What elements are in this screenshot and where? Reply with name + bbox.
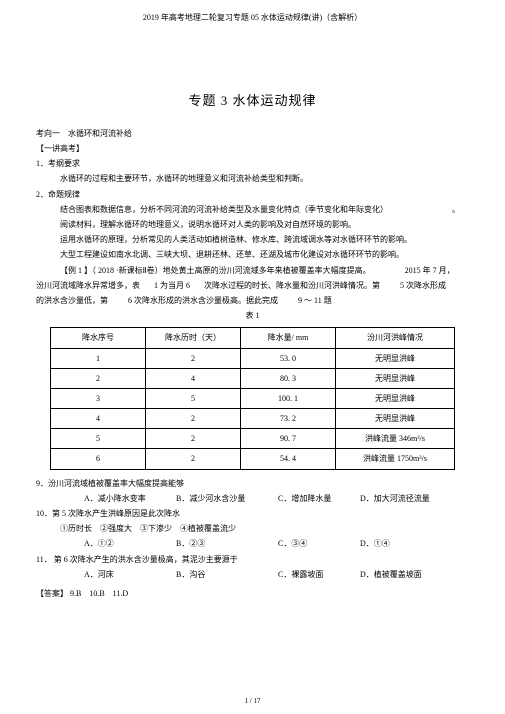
q11: 11． 第 6 次降水产生的洪水含沙量极高，其泥沙主要源于 — [36, 552, 469, 567]
section-yijiang: 【一讲高考】 — [36, 141, 469, 156]
example-1-l3: 的洪水含沙量低，第 6 次降水形成的洪水含沙量极高。据此完成 9 ～ 11 题 — [36, 293, 469, 308]
main-title: 专题 3 水体运动规律 — [36, 89, 469, 114]
th-seq: 降水序号 — [51, 328, 146, 348]
answer: 【答案】 9.B 10.B 11.D — [36, 586, 469, 601]
page: 2019 年高考地理二轮复习专题 05 水体运动规律(讲)（含解析） 专题 3 … — [0, 0, 505, 714]
q11-options: A．河床 B．沟谷 C．裸露坡面 D．植被覆盖坡面 — [36, 567, 469, 582]
example-1-l2b: 1 为当月 6 — [154, 281, 190, 290]
example-1-date: 2015 年 7 月， — [405, 266, 455, 275]
example-1-l1: 【例 1 】（ 2018 ·新课标Ⅱ卷）地处黄土高原的汾川河流域多年来植被覆盖率… — [36, 263, 469, 278]
q11-c: C．裸露坡面 — [254, 567, 334, 582]
q10-c: C．③④ — [254, 536, 334, 551]
mingti-1: 结合图表和数据信息，分析不同河流的河流补给类型及水量变化特点（季节变化和年际变化… — [36, 202, 469, 217]
mingti-1-text: 结合图表和数据信息，分析不同河流的河流补给类型及水量变化特点（季节变化和年际变化… — [60, 205, 388, 214]
mingti-4: 大型工程建设如南水北调、三峡大坝、退耕还林、还草、还湖及城市化建设对水循环环节的… — [36, 247, 469, 262]
q10: 10．第 5 次降水产生洪峰原因是此次降水 — [36, 506, 469, 521]
example-1-l2: 汾川河流域降水异常增多，表 1 为当月 6 次降水过程的时长、降水量和汾川河洪峰… — [36, 278, 469, 293]
doc-header: 2019 年高考地理二轮复习专题 05 水体运动规律(讲)（含解析） — [36, 10, 469, 25]
mingti-3: 运用水循环的原理，分析常见的人类活动如植树造林、修水库、跨流域调水等对水循环环节… — [36, 232, 469, 247]
q10-b: B．②③ — [152, 536, 252, 551]
rainfall-table: 降水序号 降水历时（天） 降水量/ mm 汾川河洪峰情况 1253. 0无明显洪… — [50, 327, 455, 469]
mingti-head: 2．命题规律 — [36, 187, 469, 202]
page-footer: 1 / 17 — [0, 695, 505, 708]
example-1-l3a: 的洪水含沙量低，第 — [36, 296, 108, 305]
q10-options: A．①② B．②③ C．③④ D．①④ — [36, 536, 469, 551]
table-row: 5290. 7洪峰流量 346m³/s — [51, 429, 455, 449]
th-duration: 降水历时（天） — [146, 328, 241, 348]
mingti-2: 阅读材料，理解水循环的地理意义，说明水循环对人类的影响及对自然环境的影响。 — [36, 217, 469, 232]
table-row: 35100. 1无明显洪峰 — [51, 388, 455, 408]
q9-b: B．减少河水含沙量 — [152, 491, 252, 506]
mingti-1-tail: 。 — [452, 205, 460, 214]
q9: 9．汾川河流域植被覆盖率大幅度提高能够 — [36, 476, 469, 491]
table-row: 4273. 2无明显洪峰 — [51, 409, 455, 429]
q9-a: A．减小降水变率 — [60, 491, 150, 506]
outline-req-head: 1．考纲要求 — [36, 156, 469, 171]
kaoxiang: 考向一 水循环和河流补给 — [36, 126, 469, 141]
q11-d: D．植被覆盖坡面 — [336, 567, 422, 582]
th-amount: 降水量/ mm — [241, 328, 336, 348]
q11-a: A．河床 — [60, 567, 150, 582]
table-caption: 表 1 — [36, 308, 469, 323]
q10-d: D．①④ — [336, 536, 390, 551]
example-1-l3c: 9 ～ 11 题 — [298, 296, 332, 305]
table-row: 降水序号 降水历时（天） 降水量/ mm 汾川河洪峰情况 — [51, 328, 455, 348]
q11-b: B．沟谷 — [152, 567, 252, 582]
example-1-l2a: 汾川河流域降水异常增多，表 — [36, 281, 140, 290]
table-row: 2480. 3无明显洪峰 — [51, 368, 455, 388]
q10-a: A．①② — [60, 536, 150, 551]
table-row: 1253. 0无明显洪峰 — [51, 348, 455, 368]
outline-req: 水循环的过程和主要环节，水循环的地理意义和河流补给类型和判断。 — [36, 171, 469, 186]
q9-options: A．减小降水变率 B．减少河水含沙量 C．增加降水量 D．加大河流径流量 — [36, 491, 469, 506]
q9-c: C．增加降水量 — [254, 491, 334, 506]
example-1-l2c: 次降水过程的时长、降水量和汾川河洪峰情况。第 — [204, 281, 380, 290]
q9-d: D．加大河流径流量 — [336, 491, 430, 506]
example-1-l2d: 5 次降水形成 — [400, 281, 446, 290]
q10-stems: ①历时长 ②强度大 ③下渗少 ④植被覆盖流少 — [36, 521, 469, 536]
example-1-l3b: 6 次降水形成的洪水含沙量极高。据此完成 — [128, 296, 278, 305]
th-peak: 汾川河洪峰情况 — [336, 328, 455, 348]
table-row: 6254. 4洪峰流量 1750m³/s — [51, 449, 455, 469]
example-1-pre: 【例 1 】（ 2018 ·新课标Ⅱ卷）地处黄土高原的汾川河流域多年来植被覆盖率… — [60, 266, 371, 275]
